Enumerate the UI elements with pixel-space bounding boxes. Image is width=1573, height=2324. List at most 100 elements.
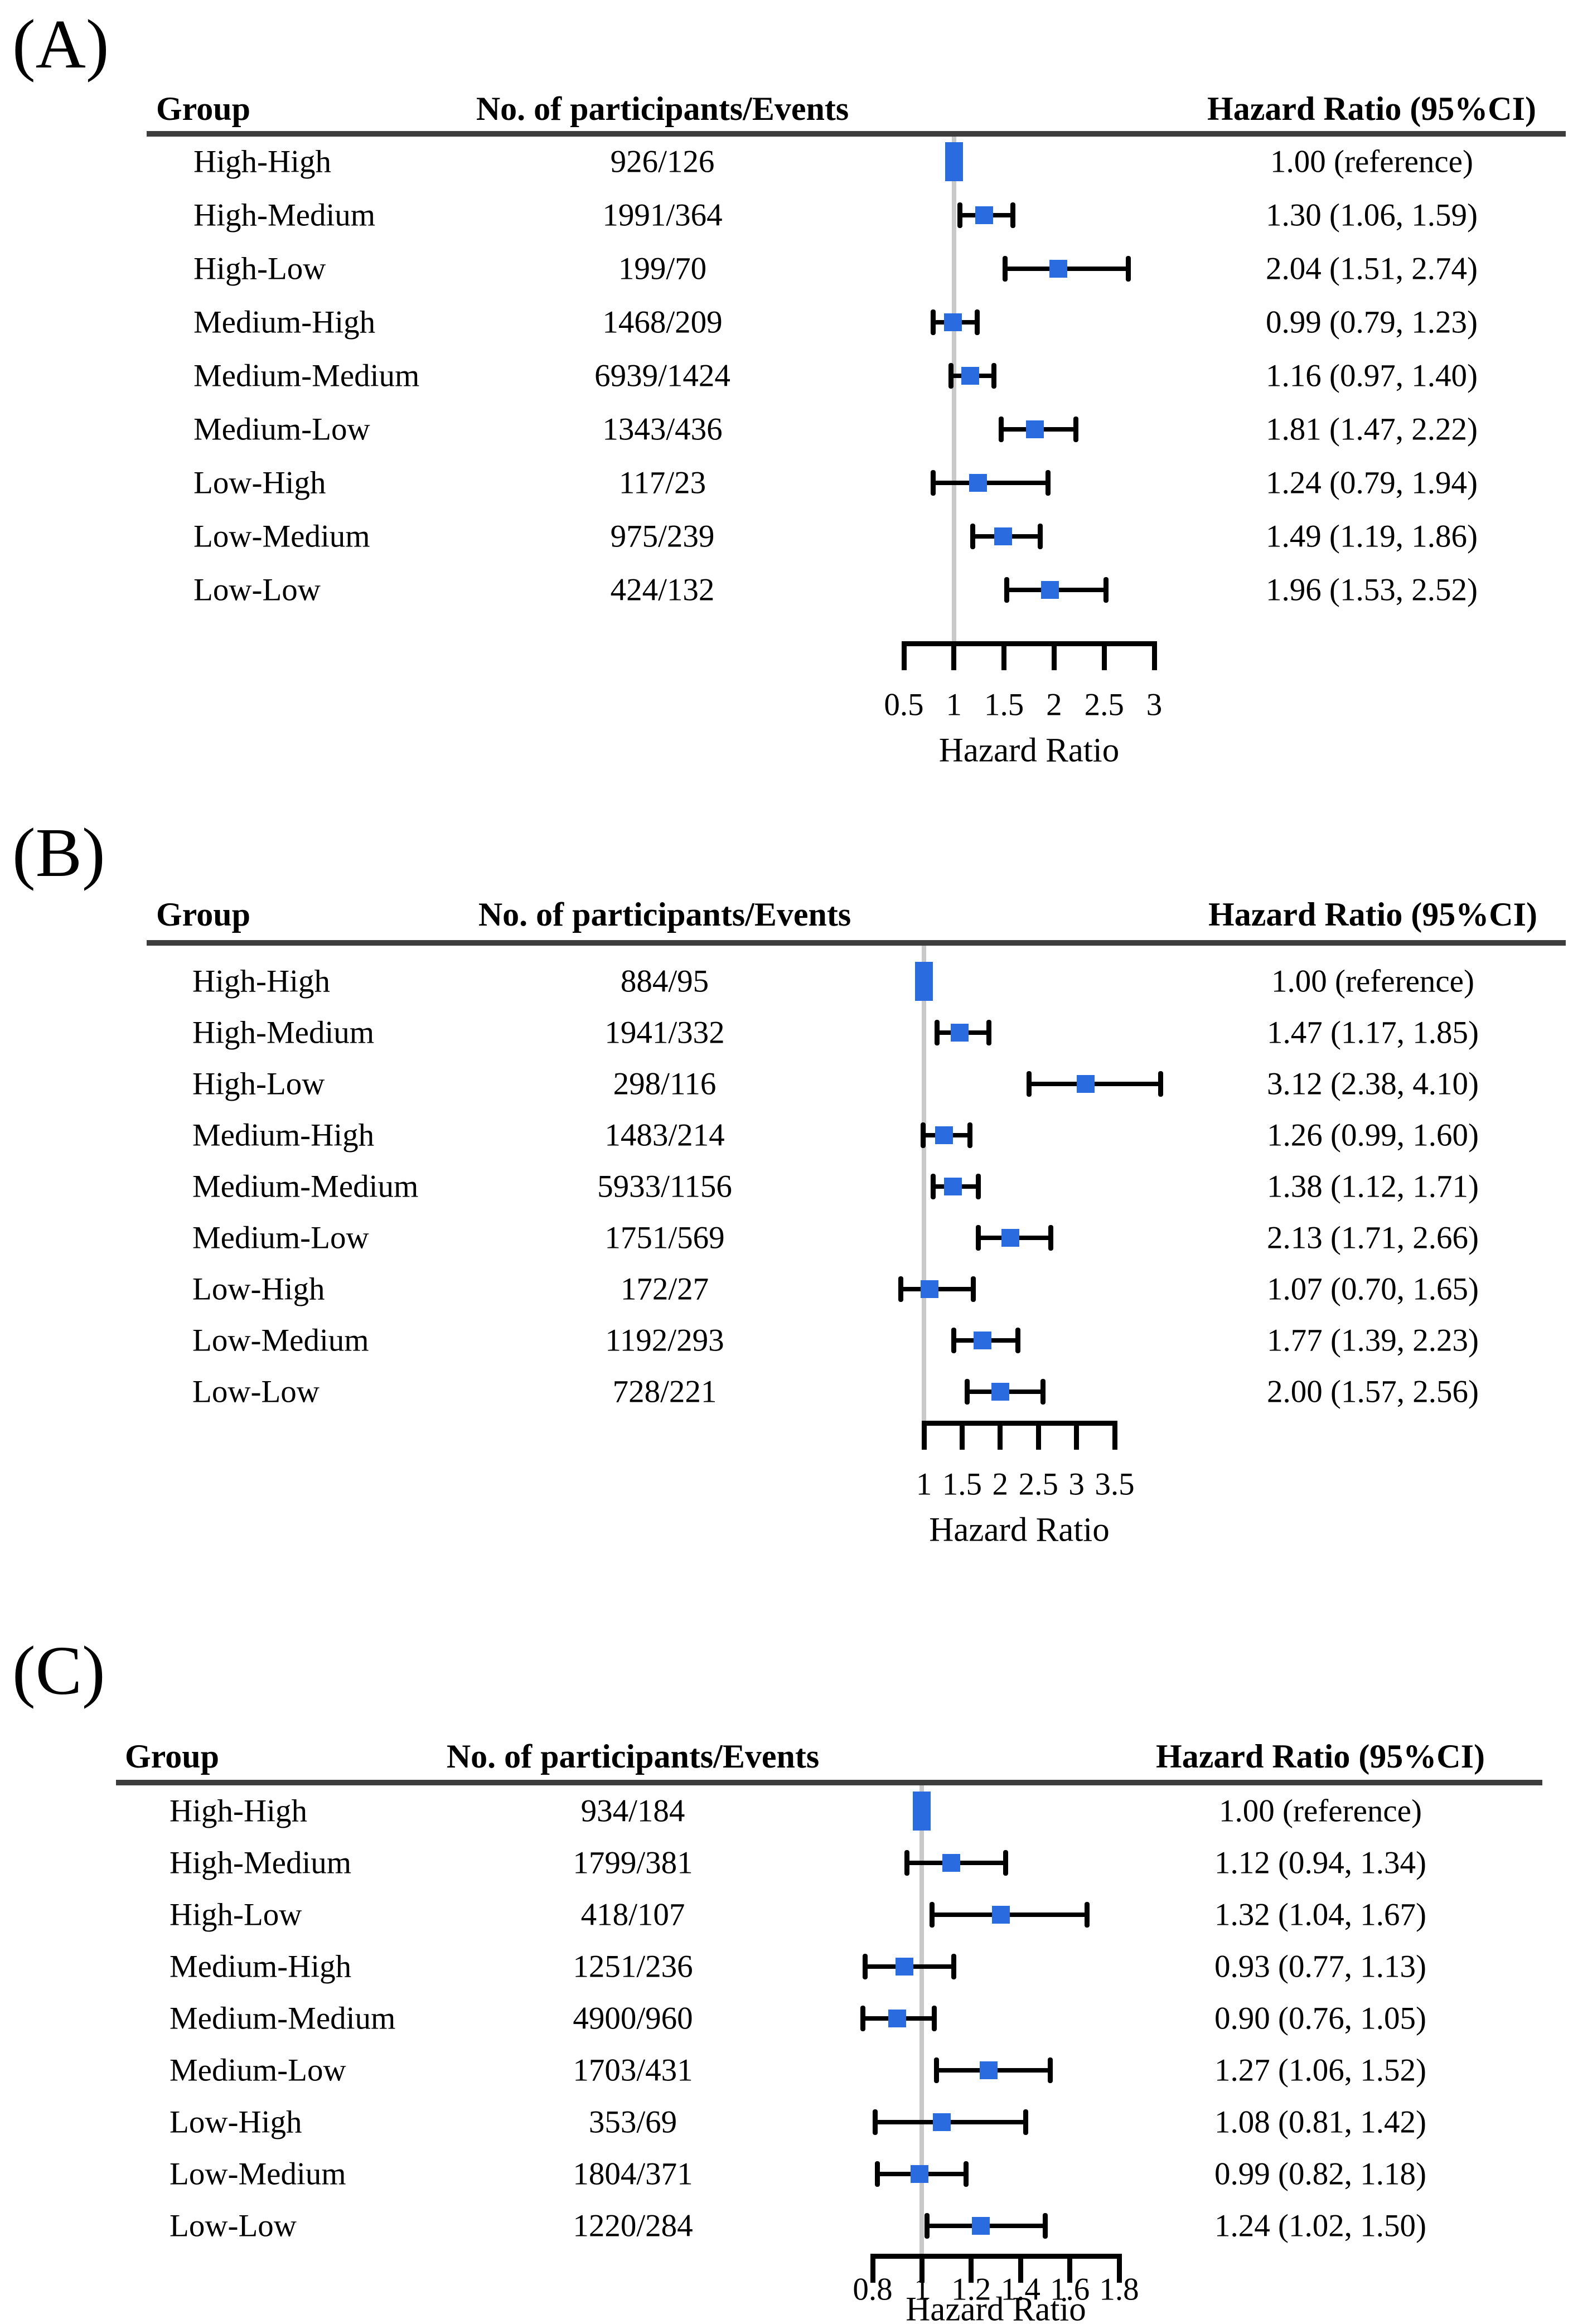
axis-tick-label: 2.5 <box>1084 687 1124 723</box>
ci-cap-left <box>948 363 954 389</box>
row-hr-value: 1.77 (1.39, 2.23) <box>1267 1323 1479 1358</box>
row-hr-value: 0.99 (0.79, 1.23) <box>1266 304 1478 340</box>
ci-cap-left <box>872 2109 878 2135</box>
row-group-label: High-Low <box>192 1066 325 1102</box>
reference-line <box>922 946 926 1423</box>
axis-tick-label: 2.5 <box>1018 1466 1058 1502</box>
row-events-value: 1343/436 <box>602 411 723 447</box>
ci-cap-right <box>974 309 980 335</box>
ci-cap-left <box>934 1020 940 1045</box>
axis-label: Hazard Ratio <box>938 732 1120 769</box>
row-group-label: Medium-Medium <box>193 358 420 394</box>
ci-cap-right <box>964 2161 969 2187</box>
hr-ref-marker <box>945 142 963 181</box>
row-group-label: Low-Low <box>170 2208 297 2244</box>
column-header-hr: Hazard Ratio (95%CI) <box>1156 1738 1485 1775</box>
row-hr-value: 1.30 (1.06, 1.59) <box>1266 197 1478 233</box>
row-events-value: 5933/1156 <box>597 1169 732 1204</box>
row-group-label: Low-High <box>192 1271 325 1307</box>
row-group-label: High-High <box>170 1793 307 1829</box>
hr-marker <box>910 2165 928 2183</box>
hr-marker <box>994 527 1012 545</box>
row-group-label: Low-Low <box>192 1374 320 1410</box>
ci-cap-right <box>1103 577 1109 603</box>
row-events-value: 4900/960 <box>573 2001 693 2036</box>
ci-cap-left <box>930 1174 936 1199</box>
axis-line <box>902 641 1156 646</box>
axis-tick <box>1051 641 1057 670</box>
axis-tick <box>1151 641 1157 670</box>
row-hr-value: 1.07 (0.70, 1.65) <box>1267 1271 1479 1307</box>
row-events-value: 1468/209 <box>602 304 723 340</box>
hr-marker <box>961 367 979 385</box>
hr-ref-marker <box>915 962 933 1001</box>
row-hr-value: 1.27 (1.06, 1.52) <box>1214 2052 1426 2088</box>
hr-marker <box>896 1958 914 1976</box>
axis-tick <box>1074 1421 1080 1450</box>
row-hr-value: 1.16 (0.97, 1.40) <box>1266 358 1478 394</box>
ci-cap-left <box>924 2213 930 2239</box>
axis-tick-label: 0.5 <box>884 687 924 723</box>
row-group-label: High-Low <box>193 251 326 287</box>
row-hr-value: 3.12 (2.38, 4.10) <box>1267 1066 1479 1102</box>
axis-tick <box>1101 641 1107 670</box>
row-group-label: Medium-Low <box>170 2052 346 2088</box>
row-group-label: High-Medium <box>170 1845 352 1881</box>
row-hr-value: 0.93 (0.77, 1.13) <box>1214 1949 1426 1984</box>
row-events-value: 884/95 <box>620 964 709 999</box>
hr-marker <box>920 1280 938 1298</box>
row-events-value: 298/116 <box>613 1066 717 1102</box>
row-events-value: 934/184 <box>580 1793 685 1829</box>
hr-marker <box>991 1906 1010 1924</box>
row-group-label: Low-High <box>193 465 326 501</box>
ci-cap-right <box>967 1122 972 1148</box>
axis-tick <box>901 641 907 670</box>
row-hr-value: 1.08 (0.81, 1.42) <box>1214 2104 1426 2140</box>
ci-whisker <box>1029 1082 1161 1086</box>
row-events-value: 6939/1424 <box>594 358 730 394</box>
hr-marker <box>969 474 987 492</box>
row-group-label: Medium-High <box>193 304 376 340</box>
row-hr-value: 2.00 (1.57, 2.56) <box>1267 1374 1479 1410</box>
ci-cap-left <box>930 470 936 496</box>
hr-marker <box>1026 420 1044 438</box>
row-events-value: 1804/371 <box>573 2156 693 2192</box>
ci-cap-left <box>957 202 963 228</box>
ci-cap-right <box>1023 2109 1028 2135</box>
row-events-value: 1751/569 <box>604 1220 725 1256</box>
ci-cap-right <box>975 1174 981 1199</box>
row-hr-value: 1.00 (reference) <box>1270 144 1473 180</box>
row-group-label: Low-Medium <box>170 2156 346 2192</box>
row-events-value: 418/107 <box>580 1897 685 1933</box>
hr-marker <box>975 206 993 224</box>
row-events-value: 728/221 <box>612 1374 717 1410</box>
axis-tick-label: 1 <box>916 1466 932 1502</box>
hr-marker <box>979 2061 998 2079</box>
column-header-group: Group <box>156 896 250 933</box>
hr-marker <box>1001 1229 1019 1247</box>
row-group-label: Medium-Medium <box>192 1169 419 1204</box>
row-events-value: 117/23 <box>618 465 706 501</box>
hr-marker <box>944 313 962 331</box>
axis-tick <box>1067 2254 1073 2283</box>
panel-label: (C) <box>12 1633 105 1710</box>
ci-cap-left <box>875 2161 880 2187</box>
row-events-value: 1483/214 <box>604 1117 725 1153</box>
ci-cap-right <box>1125 256 1131 282</box>
hr-marker <box>935 1126 953 1144</box>
panel-label: (A) <box>12 6 109 83</box>
axis-tick <box>1035 1421 1041 1450</box>
axis-tick <box>1001 641 1007 670</box>
header-rule <box>116 1780 1542 1785</box>
ci-cap-left <box>904 1850 910 1876</box>
row-hr-value: 1.47 (1.17, 1.85) <box>1267 1015 1479 1050</box>
ci-cap-left <box>860 2006 865 2031</box>
row-hr-value: 1.96 (1.53, 2.52) <box>1266 572 1478 608</box>
panel-label: (B) <box>12 815 105 892</box>
hr-marker <box>951 1024 969 1042</box>
row-events-value: 1220/284 <box>573 2208 693 2244</box>
ci-cap-left <box>930 309 936 335</box>
axis-tick-label: 1.5 <box>942 1466 982 1502</box>
